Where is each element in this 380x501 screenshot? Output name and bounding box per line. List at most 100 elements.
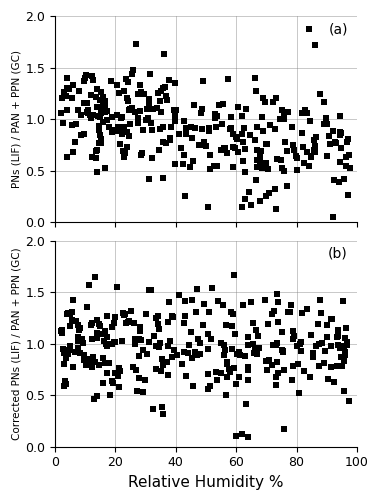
Point xyxy=(344,138,350,146)
Point xyxy=(165,318,171,326)
Point xyxy=(273,341,279,349)
Point xyxy=(60,345,66,353)
Point xyxy=(279,164,285,172)
Point xyxy=(243,400,249,408)
Point xyxy=(59,94,65,102)
Point xyxy=(341,175,347,183)
Point xyxy=(130,363,136,371)
Point xyxy=(324,322,330,330)
Point xyxy=(93,93,99,101)
Point xyxy=(155,312,161,320)
Point xyxy=(240,301,246,309)
Point xyxy=(209,284,215,292)
Point xyxy=(170,313,176,321)
Point xyxy=(207,165,213,173)
Point xyxy=(149,154,155,162)
Point xyxy=(215,297,221,305)
Point xyxy=(224,149,230,157)
Point xyxy=(109,128,115,136)
Point xyxy=(288,301,294,309)
Point xyxy=(312,148,318,156)
Point xyxy=(234,135,240,143)
Point xyxy=(119,337,125,345)
Point xyxy=(181,319,187,327)
Point xyxy=(332,139,339,147)
Point xyxy=(103,342,109,350)
Point xyxy=(64,310,70,318)
Point xyxy=(321,359,327,367)
Point xyxy=(69,316,75,324)
Point xyxy=(341,342,347,350)
Point xyxy=(188,328,195,336)
Point xyxy=(134,387,140,395)
Point xyxy=(334,362,340,370)
Point xyxy=(245,433,251,441)
Point xyxy=(284,147,290,155)
Point xyxy=(201,137,207,145)
Point xyxy=(88,321,94,329)
Point xyxy=(143,116,149,124)
Point xyxy=(233,432,239,440)
Point xyxy=(326,132,332,140)
Point xyxy=(182,191,188,199)
Point xyxy=(112,339,118,347)
Point xyxy=(263,192,269,200)
Point xyxy=(176,292,182,300)
Point xyxy=(242,352,248,360)
Point xyxy=(234,350,240,358)
Point xyxy=(218,146,224,154)
Point xyxy=(191,101,197,109)
Point xyxy=(116,125,122,133)
Point xyxy=(119,113,125,121)
Point xyxy=(158,108,164,116)
Point xyxy=(235,103,241,111)
Point xyxy=(106,359,112,367)
Point xyxy=(153,365,159,373)
Point xyxy=(223,391,229,399)
Point xyxy=(77,324,83,332)
Point xyxy=(146,174,152,182)
Point xyxy=(124,94,130,102)
Point xyxy=(240,138,246,146)
Point xyxy=(347,164,353,172)
Point xyxy=(337,112,343,120)
Point xyxy=(228,308,234,316)
Point xyxy=(93,147,99,155)
Point xyxy=(159,403,165,411)
Point xyxy=(69,308,75,316)
Point xyxy=(158,87,165,95)
Point xyxy=(59,326,65,334)
Point xyxy=(221,351,227,359)
Point xyxy=(84,355,90,363)
Point xyxy=(155,320,162,328)
Point xyxy=(137,323,143,331)
Point xyxy=(97,96,103,104)
Point xyxy=(93,145,100,153)
Point xyxy=(88,91,94,99)
Point xyxy=(114,111,120,119)
Point xyxy=(121,153,127,161)
Point xyxy=(190,382,196,390)
Point xyxy=(115,127,121,135)
Point xyxy=(98,139,104,147)
Point xyxy=(124,128,130,136)
Point xyxy=(155,342,162,350)
Point xyxy=(207,382,213,390)
Point xyxy=(140,346,146,354)
Point xyxy=(83,71,89,79)
Point xyxy=(295,360,301,368)
Point xyxy=(139,149,145,157)
Point xyxy=(269,310,275,318)
Point xyxy=(128,308,134,316)
Point xyxy=(127,120,133,128)
Text: (a): (a) xyxy=(328,22,348,36)
Point xyxy=(126,132,132,140)
Point xyxy=(75,337,81,345)
Point xyxy=(183,130,189,138)
Point xyxy=(166,298,172,306)
Point xyxy=(75,322,81,330)
Point xyxy=(262,296,268,304)
Point xyxy=(87,111,93,119)
Point xyxy=(102,108,108,116)
Point xyxy=(138,336,144,344)
